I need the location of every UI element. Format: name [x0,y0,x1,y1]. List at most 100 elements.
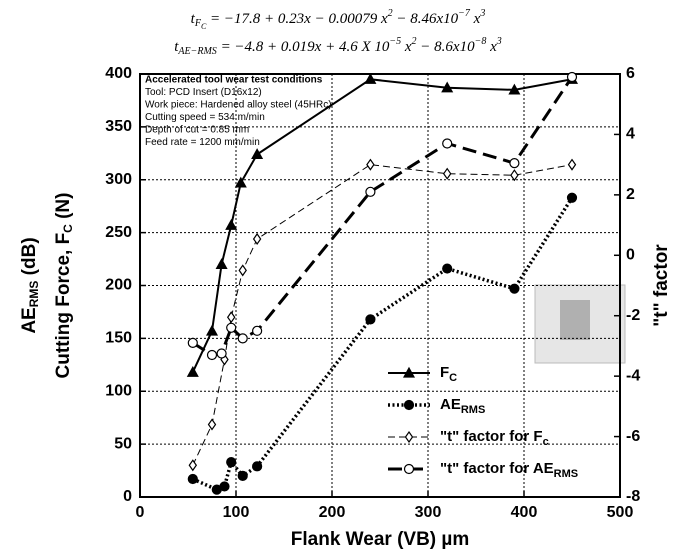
annotation: Accelerated tool wear test conditions [145,75,323,86]
marker [253,462,262,471]
x-tick-label: 500 [607,504,634,521]
marker [366,187,375,196]
y2-tick-label: 2 [626,186,635,203]
equation-part: 3 [496,36,502,47]
equation: tAE−RMS = −4.8 + 0.019x + 4.6 X 10−5 x2 … [174,36,502,57]
legend-label-part: RMS [461,404,485,416]
equation-part: −8 [475,36,487,47]
y-axis-label: AERMS (dB) [19,237,41,333]
y-tick-label: 200 [105,277,132,294]
y-tick-label: 350 [105,118,132,135]
legend-label-part: c [543,436,549,448]
y-axis-label-part: Cutting Force, F [53,233,74,379]
equation-part: x [470,11,481,27]
marker [220,482,229,491]
annotation: Work piece: Hardened alloy steel (45HRc) [145,100,332,111]
equation-part: x [401,39,412,55]
legend-marker [405,465,414,474]
marker [238,334,247,343]
marker [367,160,374,170]
marker [569,160,576,170]
marker [188,338,197,347]
y2-tick-label: -6 [626,428,640,445]
series-line [193,79,572,372]
x-axis-label: Flank Wear (VB) µm [291,529,469,550]
chart: tFC = −17.8 + 0.23x − 0.00079 x2 − 8.46x… [0,0,676,559]
legend-label-part: RMS [554,468,578,480]
equation-part: − 8.46x10 [393,11,459,27]
marker [217,349,226,358]
marker [188,475,197,484]
marker [227,323,236,332]
annotation: Depth of cut = 0.85 mm [145,125,249,136]
equation-part: 3 [479,8,485,19]
annotation: Cutting speed = 534 m/min [145,112,265,123]
equation-part: = −17.8 + 0.23x − 0.00079 x [206,11,388,27]
annotation: Feed rate = 1200 mm/min [145,137,260,148]
marker [568,73,577,82]
marker [510,159,519,168]
y-tick-label: 100 [105,382,132,399]
y2-tick-label: 6 [626,65,635,82]
y-tick-label: 400 [105,65,132,82]
marker [443,264,452,273]
y-axis-label-part: AE [19,307,40,333]
y-axis-label-part: C [61,224,75,233]
marker [444,169,451,179]
marker [208,350,217,359]
legend-label-part: "t" factor for F [440,428,543,445]
y-axis-label: Cutting Force, FC (N) [53,193,75,379]
equation-part: − 8.6x10 [417,39,476,55]
setup-photo-part [560,300,590,340]
x-tick-label: 0 [136,504,145,521]
marker [254,234,261,244]
x-tick-label: 400 [511,504,538,521]
series-line [193,198,572,490]
annotation: Tool: PCD Insert (D16x12) [145,87,262,98]
marker [252,149,262,158]
y2-tick-label: -4 [626,367,640,384]
marker [207,326,217,335]
marker [227,458,236,467]
y2-tick-label: -8 [626,488,640,505]
marker [511,170,518,180]
marker [443,139,452,148]
equation-part: x [486,39,497,55]
marker [226,220,236,229]
series-line [193,165,572,466]
y-axis-label-part: RMS [27,281,41,308]
marker [209,419,216,429]
y-tick-label: 50 [114,435,132,452]
y2-tick-label: 0 [626,247,635,264]
legend-marker [406,432,413,442]
marker [238,471,247,480]
legend-label-part: C [449,372,457,384]
marker [366,315,375,324]
legend-label-part: "t" factor for AE [440,460,554,477]
marker [189,460,196,470]
y2-tick-label: 4 [626,126,635,143]
y-tick-label: 0 [123,488,132,505]
y-tick-label: 300 [105,171,132,188]
equation-part: = −4.8 + 0.019x + 4.6 X 10 [217,39,390,55]
y2-tick-label: -2 [626,307,640,324]
legend-label: AERMS [440,396,485,416]
y-tick-label: 250 [105,224,132,241]
x-tick-label: 200 [319,504,346,521]
y2-axis-label: "t" factor [651,244,672,327]
marker [253,326,262,335]
marker [188,367,198,376]
legend-label-part: F [440,364,449,381]
marker [568,193,577,202]
marker [239,265,246,275]
marker [228,312,235,322]
equation-part: −5 [389,36,401,47]
x-tick-label: 100 [223,504,250,521]
legend-label-part: AE [440,396,461,413]
y-axis-label-part: (dB) [19,237,40,280]
legend-label: FC [440,364,457,384]
legend-label: "t" factor for AERMS [440,460,578,480]
x-tick-label: 300 [415,504,442,521]
legend-marker [405,401,414,410]
y-tick-label: 150 [105,330,132,347]
